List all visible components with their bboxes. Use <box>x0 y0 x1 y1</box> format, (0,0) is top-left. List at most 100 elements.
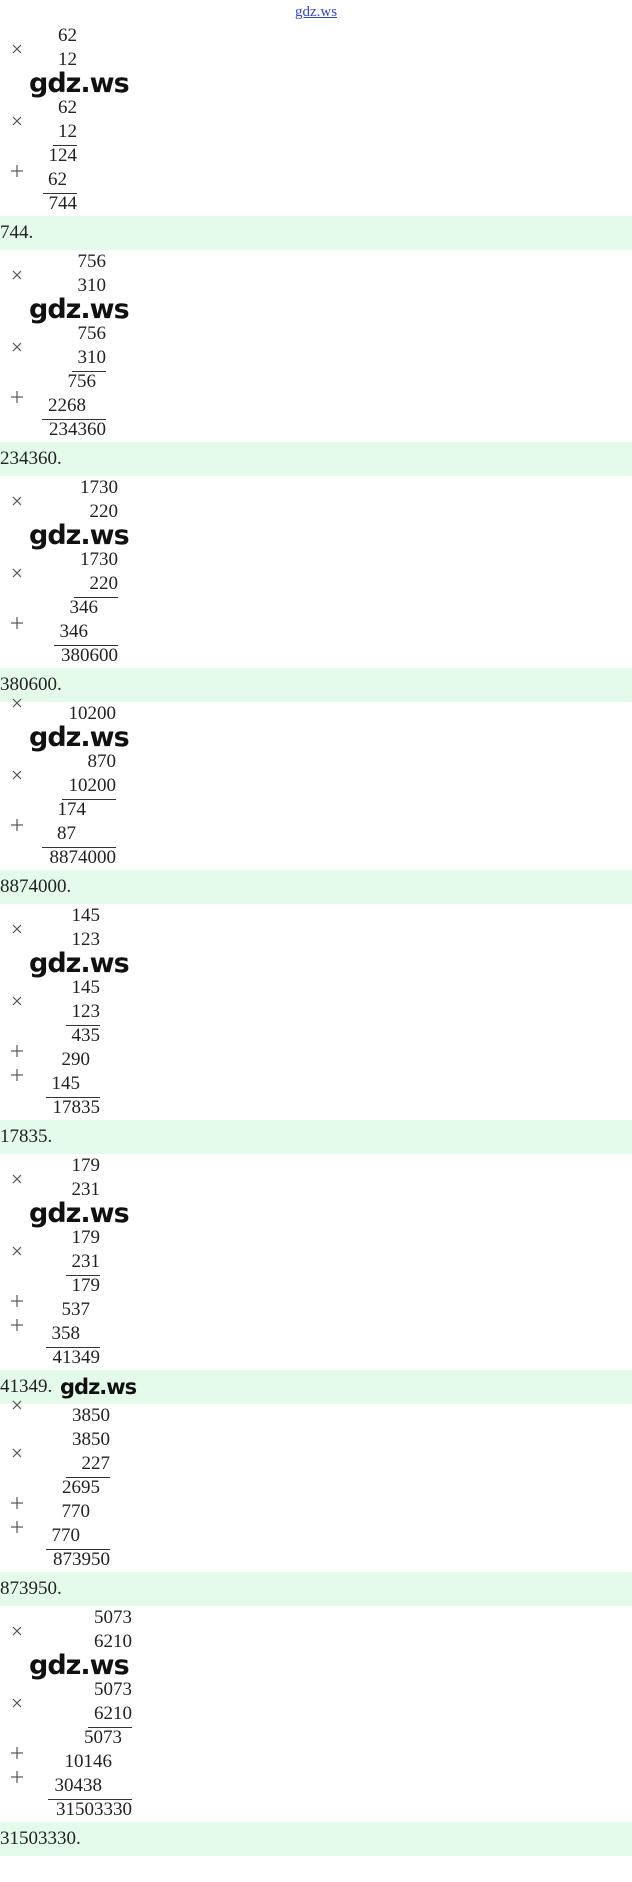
times-sign <box>12 1174 22 1184</box>
watermark: gdz.ws <box>29 520 130 551</box>
multiplier: 220 <box>89 573 119 594</box>
partial-product: 145 <box>51 1073 81 1094</box>
plus-sign <box>11 819 23 831</box>
times-sign <box>12 116 22 126</box>
product: 41349 <box>52 1347 101 1368</box>
multiplier: 310 <box>77 347 107 368</box>
partial-product: 10146 <box>64 1751 113 1772</box>
rule <box>53 145 77 146</box>
times-sign <box>12 770 22 780</box>
rule <box>72 371 106 372</box>
partial-product: 2695 <box>62 1477 100 1498</box>
product: 31503330 <box>56 1799 132 1820</box>
partial-product: 5073 <box>84 1727 122 1748</box>
top-number: 179 <box>71 1155 101 1176</box>
watermark: gdz.ws <box>29 722 130 753</box>
answer-row: 8874000. <box>0 870 632 904</box>
plus-sign <box>11 1069 23 1081</box>
plus-sign <box>11 1771 23 1783</box>
plus-sign <box>11 617 23 629</box>
multiplicand: 1730 <box>80 549 118 570</box>
partial-product: 435 <box>71 1025 101 1046</box>
partial-product: 124 <box>48 145 78 166</box>
partial-product: 87 <box>57 823 76 844</box>
top-number: 10200 <box>68 703 117 724</box>
top-number: 310 <box>77 275 107 296</box>
rule <box>74 597 118 598</box>
plus-sign <box>11 1521 23 1533</box>
partial-product: 30438 <box>54 1775 103 1796</box>
top-number: 756 <box>77 251 107 272</box>
rule <box>88 1727 132 1728</box>
plus-sign <box>11 1747 23 1759</box>
watermark: gdz.ws <box>29 948 130 979</box>
watermark: gdz.ws <box>29 294 130 325</box>
partial-product: 62 <box>48 169 67 190</box>
top-number: 5073 <box>94 1607 132 1628</box>
times-sign <box>12 1448 22 1458</box>
product: 873950 <box>53 1549 110 1570</box>
rule <box>62 799 116 800</box>
multiplicand: 756 <box>77 323 107 344</box>
multiplicand: 3850 <box>72 1429 110 1450</box>
times-sign <box>12 342 22 352</box>
answer-row: 380600. <box>0 668 632 702</box>
times-sign <box>12 1626 22 1636</box>
top-number: 231 <box>71 1179 101 1200</box>
multiplier: 10200 <box>68 775 117 796</box>
partial-product: 179 <box>71 1275 101 1296</box>
rule <box>46 1549 110 1550</box>
product: 234360 <box>49 419 106 440</box>
multiplicand: 5073 <box>94 1679 132 1700</box>
plus-sign <box>11 391 23 403</box>
multiplicand: 179 <box>71 1227 101 1248</box>
top-number: 62 <box>58 25 77 46</box>
rule <box>66 1275 100 1276</box>
times-sign <box>12 924 22 934</box>
answer-row: 234360. <box>0 442 632 476</box>
plus-sign <box>11 1319 23 1331</box>
multiplier: 6210 <box>94 1703 132 1724</box>
answer-row: 17835. <box>0 1120 632 1154</box>
multiplicand: 145 <box>71 977 101 998</box>
times-sign <box>12 270 22 280</box>
times-sign <box>12 698 22 708</box>
rule <box>42 419 106 420</box>
times-sign <box>12 1246 22 1256</box>
rule <box>46 1097 100 1098</box>
top-number: 6210 <box>94 1631 132 1652</box>
rule <box>66 1477 110 1478</box>
rule <box>43 193 77 194</box>
plus-sign <box>11 1497 23 1509</box>
top-number: 3850 <box>72 1405 110 1426</box>
top-number: 220 <box>89 501 119 522</box>
top-number: 123 <box>71 929 101 950</box>
watermark: gdz.ws <box>60 1375 137 1399</box>
plus-sign <box>11 1295 23 1307</box>
partial-product: 346 <box>69 597 99 618</box>
partial-product: 346 <box>59 621 89 642</box>
plus-sign <box>11 1045 23 1057</box>
times-sign <box>12 496 22 506</box>
multiplier: 231 <box>71 1251 101 1272</box>
multiplier: 123 <box>71 1001 101 1022</box>
times-sign <box>12 1698 22 1708</box>
answer-row: 31503330. <box>0 1822 632 1856</box>
multiplier: 227 <box>81 1453 111 1474</box>
multiplicand: 870 <box>87 751 117 772</box>
top-number: 145 <box>71 905 101 926</box>
product: 380600 <box>61 645 118 666</box>
product: 744 <box>48 193 78 214</box>
rule <box>48 1799 132 1800</box>
rule <box>46 1347 100 1348</box>
multiplier: 12 <box>58 121 77 142</box>
times-sign <box>12 568 22 578</box>
header-link[interactable]: gdz.ws <box>294 4 338 20</box>
partial-product: 770 <box>61 1501 91 1522</box>
watermark: gdz.ws <box>29 1650 130 1681</box>
multiplicand: 62 <box>58 97 77 118</box>
times-sign <box>12 996 22 1006</box>
watermark: gdz.ws <box>29 68 130 99</box>
partial-product: 770 <box>51 1525 81 1546</box>
